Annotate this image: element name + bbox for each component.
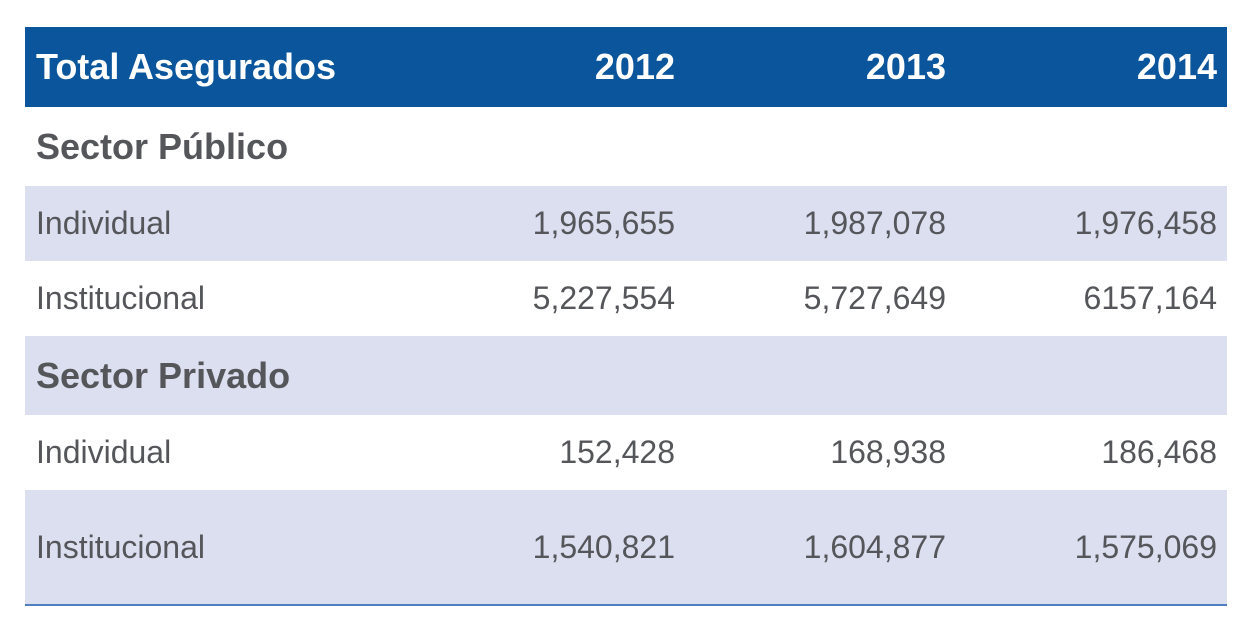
row-label: Institucional (36, 280, 205, 316)
section-row-private: Sector Privado (25, 336, 1227, 415)
header-year-2012: 2012 (594, 46, 675, 87)
row-label: Individual (36, 434, 172, 470)
row-label: Individual (36, 205, 172, 241)
header-year-2013: 2013 (865, 46, 946, 87)
header-year-2014: 2014 (1136, 46, 1217, 87)
section-row-public: Sector Público (25, 107, 1227, 186)
cell-value: 5,227,554 (532, 280, 675, 316)
cell-value: 6157,164 (1083, 280, 1217, 316)
cell-value: 1,987,078 (803, 205, 946, 241)
cell-value: 5,727,649 (803, 280, 946, 316)
row-label: Institucional (36, 528, 205, 565)
table-row: Individual 152,428 168,938 186,468 (25, 415, 1227, 490)
cell-value: 1,575,069 (1074, 528, 1217, 565)
section-title: Sector Público (36, 125, 289, 167)
table-row: Individual 1,965,655 1,987,078 1,976,458 (25, 186, 1227, 261)
header-label: Total Asegurados (36, 46, 337, 87)
bottom-rule (25, 604, 1227, 606)
cell-value: 186,468 (1101, 434, 1217, 470)
table-header-row: Total Asegurados 2012 2013 2014 (25, 27, 1227, 107)
table-row: Institucional 1,540,821 1,604,877 1,575,… (25, 490, 1227, 604)
cell-value: 1,540,821 (532, 528, 675, 565)
cell-value: 1,976,458 (1074, 205, 1217, 241)
table-row: Institucional 5,227,554 5,727,649 6157,1… (25, 261, 1227, 336)
insured-table: Total Asegurados 2012 2013 2014 Sector P… (25, 27, 1227, 606)
section-title: Sector Privado (36, 354, 291, 396)
cell-value: 152,428 (559, 434, 675, 470)
cell-value: 168,938 (830, 434, 946, 470)
cell-value: 1,604,877 (803, 528, 946, 565)
cell-value: 1,965,655 (532, 205, 675, 241)
